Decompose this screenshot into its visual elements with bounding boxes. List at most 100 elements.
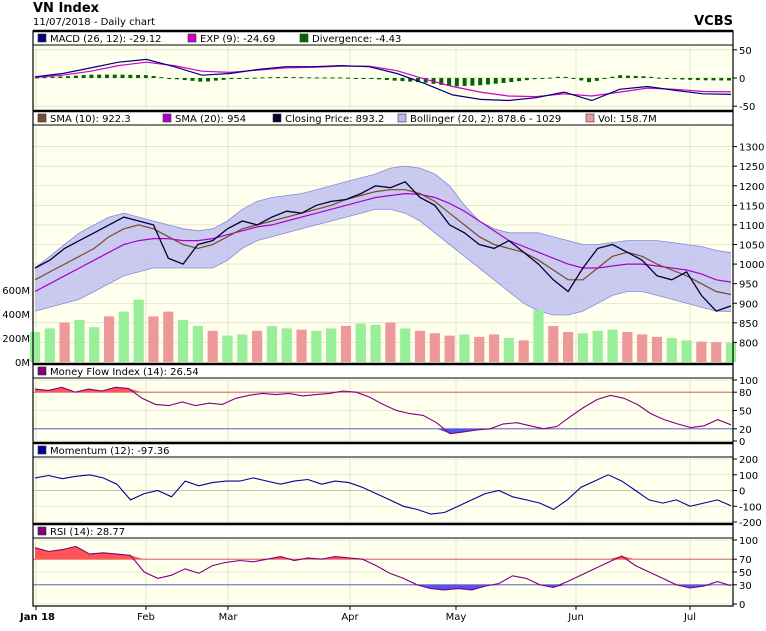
y-tick-label: 850 [739, 319, 758, 330]
divergence-bar [727, 78, 731, 81]
divergence-bar [400, 78, 405, 82]
divergence-bar [447, 78, 452, 87]
volume-bar [29, 332, 41, 362]
close-price-line [34, 181, 732, 312]
volume-bar [548, 326, 559, 362]
bollinger-lower [34, 208, 732, 316]
y-tick-label: 20 [739, 425, 752, 436]
divergence-bar [198, 78, 203, 82]
legend-label: Momentum (12): -97.36 [50, 446, 169, 457]
volume-bar [533, 310, 544, 362]
divergence-bar [58, 76, 63, 78]
divergence-bar [384, 78, 389, 81]
x-tick-label: Apr [341, 612, 359, 623]
divergence-bar [330, 77, 335, 79]
legend-swatch [37, 366, 47, 376]
legend-label: MACD (26, 12): -29.12 [50, 34, 162, 45]
macd-line [34, 58, 732, 102]
divergence-bar [501, 78, 506, 83]
divergence-bar [462, 78, 467, 86]
divergence-bar [517, 78, 522, 82]
divergence-bar [190, 78, 195, 81]
divergence-bar [244, 78, 249, 79]
divergence-bar [252, 77, 257, 79]
legend-swatch [397, 113, 407, 123]
divergence-bar [213, 78, 218, 81]
divergence-bar [89, 74, 94, 78]
x-tick-label: May [446, 612, 467, 623]
divergence-bar [299, 77, 304, 79]
x-tick-label: Jan 18 [19, 612, 55, 623]
divergence-bar [50, 76, 55, 78]
divergence-bar [167, 78, 172, 79]
divergence-bar [664, 78, 669, 79]
volume-bar [340, 326, 352, 362]
volume-bar [385, 322, 396, 362]
y-tick-label: 0 [739, 437, 745, 448]
volume-bar [414, 330, 426, 362]
divergence-bar [283, 76, 288, 78]
divergence-bar [579, 78, 584, 81]
divergence-bar [174, 78, 179, 80]
volume-bar [326, 328, 337, 362]
volume-bar [725, 342, 737, 362]
y-tick-label: 50 [739, 46, 752, 57]
volume-bar [103, 316, 115, 362]
divergence-bar [221, 78, 226, 80]
y-tick-label: 1300 [739, 143, 764, 154]
volume-bar [148, 316, 159, 362]
volume-bar [400, 328, 411, 362]
divergence-bar [120, 74, 125, 78]
divergence-bar [377, 78, 382, 80]
chart-panels: MACD (26, 12): -29.12 EXP (9): -24.69 Dive… [2, 29, 764, 623]
mfi-line [34, 386, 732, 435]
y-tick-label: -100 [739, 502, 762, 513]
divergence-bar [703, 78, 708, 81]
volume-bar [237, 334, 248, 362]
volume-bar [681, 340, 692, 362]
divergence-bar [369, 78, 374, 79]
divergence-bar [151, 76, 156, 78]
divergence-bar [594, 78, 599, 81]
volume-bar [59, 322, 70, 362]
legend-bar-rsi [32, 523, 734, 539]
y-tick-label: 200 [739, 455, 758, 466]
volume-bar [89, 327, 100, 362]
y-tick-label: 100 [739, 536, 758, 547]
divergence-bar [470, 78, 475, 86]
x-tick-label: Mar [219, 612, 239, 623]
divergence-bar [439, 78, 444, 85]
legend-swatch [37, 526, 47, 536]
volume-bar [518, 340, 529, 362]
legend-label: SMA (20): 954 [175, 114, 246, 125]
divergence-bar [291, 77, 296, 79]
legend-swatch [187, 33, 197, 43]
y-tick-label: 80 [739, 388, 752, 399]
volume-bar [503, 338, 514, 362]
chart-source: VCBS [694, 14, 733, 29]
legend-label: Money Flow Index (14): 26.54 [50, 367, 199, 378]
volume-tick-label: 0M [15, 358, 30, 369]
volume-bar [163, 311, 174, 362]
divergence-bar [610, 76, 615, 78]
legend-swatch [37, 445, 47, 455]
legend-label: Bollinger (20, 2): 878.6 - 1029 [410, 114, 561, 125]
divergence-bar [346, 77, 351, 79]
divergence-bar [695, 78, 700, 81]
y-tick-label: 70 [739, 555, 752, 566]
y-tick-label: 1050 [739, 241, 764, 252]
y-tick-label: 0 [739, 74, 745, 85]
volume-bar [133, 299, 144, 362]
divergence-bar [35, 77, 39, 79]
legend-label: Vol: 158.7M [598, 114, 657, 125]
volume-bar [355, 323, 366, 362]
divergence-bar [136, 74, 141, 78]
legend-swatch [585, 113, 595, 123]
y-tick-label: 50 [739, 568, 752, 579]
volume-bar [266, 326, 278, 362]
legend-label: Divergence: -4.43 [312, 34, 401, 45]
volume-bar [74, 320, 85, 362]
divergence-bar [711, 78, 716, 81]
volume-bar [192, 326, 203, 362]
y-tick-label: 950 [739, 280, 758, 291]
